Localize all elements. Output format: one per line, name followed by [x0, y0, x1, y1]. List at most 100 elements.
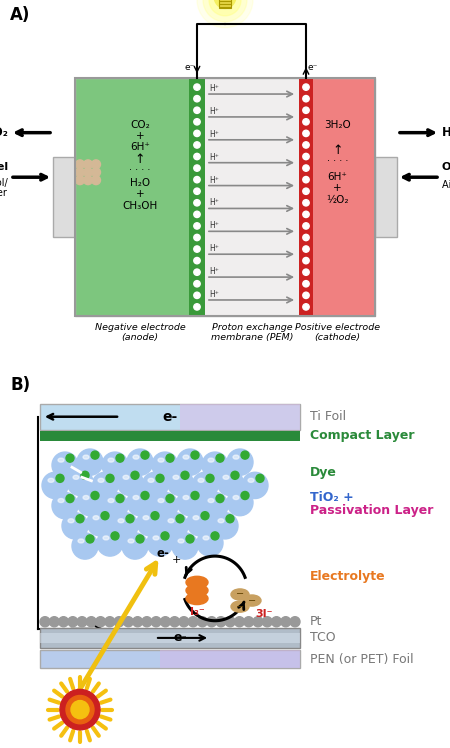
Ellipse shape — [128, 539, 134, 543]
Circle shape — [167, 469, 193, 495]
Text: Passivation Layer: Passivation Layer — [310, 504, 433, 517]
Text: Compact Layer: Compact Layer — [310, 429, 414, 442]
Circle shape — [187, 509, 213, 536]
Circle shape — [303, 257, 309, 264]
Circle shape — [77, 449, 103, 475]
Circle shape — [191, 451, 199, 459]
Circle shape — [202, 452, 228, 478]
FancyBboxPatch shape — [299, 79, 313, 316]
Circle shape — [303, 269, 309, 275]
Text: Fuel: Fuel — [0, 162, 8, 172]
Text: H⁺: H⁺ — [209, 107, 219, 116]
Text: ↑: ↑ — [135, 153, 145, 166]
Circle shape — [102, 452, 128, 478]
FancyBboxPatch shape — [180, 404, 300, 430]
Text: e-: e- — [173, 631, 187, 645]
Ellipse shape — [78, 539, 84, 543]
Ellipse shape — [68, 518, 74, 523]
FancyBboxPatch shape — [300, 79, 375, 316]
Circle shape — [197, 0, 253, 28]
Circle shape — [202, 492, 228, 518]
Circle shape — [156, 474, 164, 482]
Circle shape — [91, 168, 100, 177]
Ellipse shape — [214, 0, 236, 8]
Circle shape — [194, 188, 200, 194]
Circle shape — [203, 0, 247, 22]
Circle shape — [49, 616, 59, 627]
Circle shape — [179, 616, 189, 627]
Circle shape — [111, 532, 119, 540]
Circle shape — [142, 616, 152, 627]
Circle shape — [62, 512, 88, 539]
Text: Ti Foil: Ti Foil — [310, 410, 346, 423]
Text: −: − — [236, 589, 244, 599]
Text: H⁺: H⁺ — [209, 290, 219, 299]
Circle shape — [303, 177, 309, 183]
Circle shape — [256, 474, 264, 482]
Circle shape — [152, 452, 178, 478]
Circle shape — [60, 690, 100, 730]
Ellipse shape — [198, 478, 204, 482]
Circle shape — [194, 153, 200, 159]
Circle shape — [170, 616, 180, 627]
Circle shape — [133, 616, 143, 627]
Ellipse shape — [203, 536, 209, 540]
Ellipse shape — [231, 589, 249, 600]
Circle shape — [227, 489, 253, 515]
Ellipse shape — [58, 498, 64, 503]
Ellipse shape — [208, 458, 214, 462]
Circle shape — [117, 469, 143, 495]
Ellipse shape — [98, 478, 104, 482]
FancyBboxPatch shape — [40, 650, 300, 668]
Circle shape — [114, 616, 124, 627]
Text: H₂O: H₂O — [130, 178, 150, 188]
Circle shape — [87, 509, 113, 536]
Ellipse shape — [58, 458, 64, 462]
Circle shape — [186, 535, 194, 543]
Ellipse shape — [178, 539, 184, 543]
Text: H⁺: H⁺ — [209, 244, 219, 254]
Text: CO₂: CO₂ — [130, 120, 150, 129]
FancyBboxPatch shape — [40, 633, 300, 643]
Circle shape — [290, 616, 300, 627]
Circle shape — [66, 454, 74, 462]
Circle shape — [303, 153, 309, 159]
Circle shape — [66, 494, 74, 503]
Circle shape — [172, 533, 198, 560]
Text: Water: Water — [0, 188, 8, 198]
Circle shape — [303, 84, 309, 91]
Circle shape — [77, 616, 87, 627]
Circle shape — [194, 269, 200, 275]
Circle shape — [303, 292, 309, 298]
Circle shape — [303, 304, 309, 310]
Ellipse shape — [173, 475, 179, 479]
Circle shape — [76, 515, 84, 523]
Circle shape — [281, 616, 291, 627]
Circle shape — [141, 451, 149, 459]
Circle shape — [116, 494, 124, 503]
Circle shape — [91, 451, 99, 459]
Circle shape — [81, 471, 89, 479]
Ellipse shape — [223, 475, 229, 479]
Circle shape — [91, 160, 100, 169]
Ellipse shape — [186, 584, 208, 596]
Ellipse shape — [186, 592, 208, 604]
Text: −: − — [236, 601, 244, 612]
Circle shape — [105, 616, 115, 627]
Text: H⁺: H⁺ — [209, 221, 219, 230]
Text: +: + — [333, 183, 342, 193]
FancyBboxPatch shape — [53, 157, 75, 236]
Circle shape — [151, 512, 159, 520]
Circle shape — [95, 616, 106, 627]
Circle shape — [197, 530, 223, 556]
Circle shape — [101, 512, 109, 520]
Circle shape — [216, 616, 226, 627]
Ellipse shape — [158, 498, 164, 503]
Circle shape — [92, 472, 118, 498]
Circle shape — [303, 200, 309, 206]
Ellipse shape — [103, 536, 109, 540]
FancyBboxPatch shape — [40, 431, 300, 441]
Text: e⁻: e⁻ — [308, 64, 319, 73]
Ellipse shape — [186, 576, 208, 589]
Circle shape — [181, 471, 189, 479]
